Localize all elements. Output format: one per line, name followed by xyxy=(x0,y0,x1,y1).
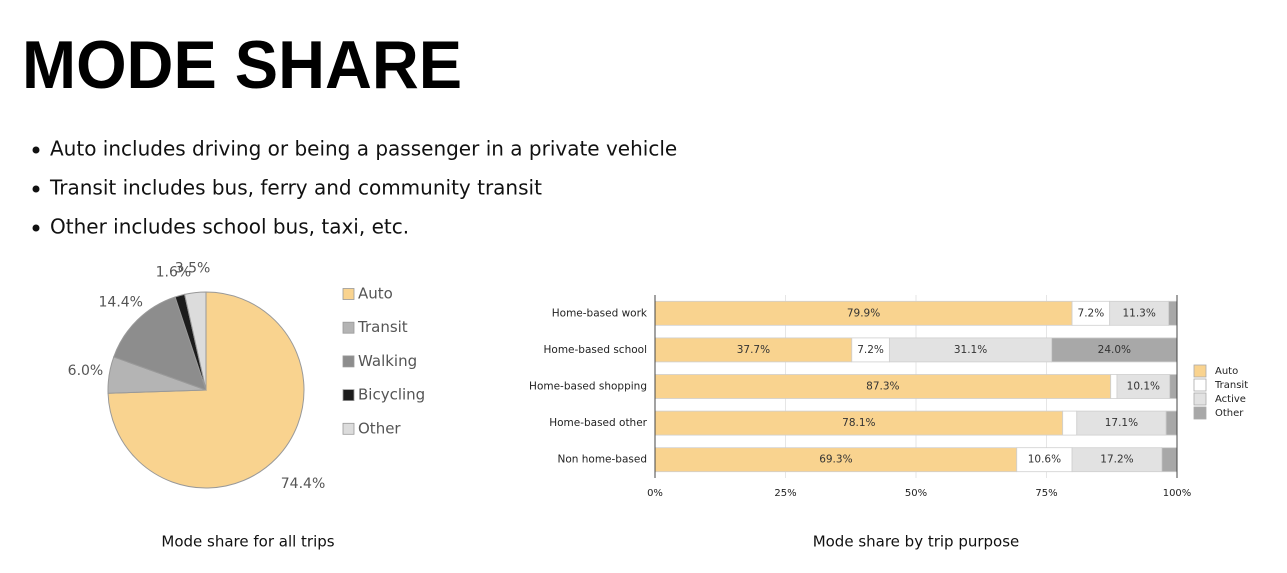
x-tick-label: 25% xyxy=(774,488,796,499)
chart-caption: Mode share for all trips xyxy=(161,533,334,551)
x-tick-label: 0% xyxy=(647,488,663,499)
bar-label: 69.3% xyxy=(819,454,852,466)
bar-label: 10.1% xyxy=(1127,381,1160,393)
y-tick-label: Non home-based xyxy=(557,454,647,466)
bar-label: 24.0% xyxy=(1098,344,1131,356)
legend-label: Bicycling xyxy=(358,386,425,404)
pie-label: 1.6% xyxy=(156,264,192,280)
legend-label: Auto xyxy=(358,285,393,303)
bar-segment xyxy=(1169,374,1178,399)
pie-label: 14.4% xyxy=(99,295,143,311)
bullet-text: Transit includes bus, ferry and communit… xyxy=(49,176,542,200)
x-tick-label: 100% xyxy=(1163,488,1192,499)
bar-segment xyxy=(1110,374,1118,399)
bar-label: 10.6% xyxy=(1028,454,1061,466)
bar-label: 11.3% xyxy=(1122,307,1155,319)
chart-caption: Mode share by trip purpose xyxy=(813,533,1020,551)
bar-segment xyxy=(1165,410,1178,436)
y-tick-label: Home-based other xyxy=(549,417,647,429)
legend-label: Walking xyxy=(358,352,417,370)
bar-label: 79.9% xyxy=(847,307,880,319)
bar-segment xyxy=(1071,447,1163,473)
pie-slice xyxy=(184,291,207,391)
bar-segment xyxy=(851,337,890,363)
bar-label: 31.1% xyxy=(954,344,987,356)
bar-segment xyxy=(1071,300,1111,326)
legend-swatch xyxy=(1193,406,1207,420)
bullet-text: Other includes school bus, taxi, etc. xyxy=(50,215,409,239)
legend-label: Other xyxy=(1215,408,1244,419)
legend-swatch xyxy=(342,355,355,368)
y-tick-label: Home-based school xyxy=(544,344,648,356)
legend-swatch xyxy=(342,288,355,300)
bar-segment xyxy=(1109,300,1170,326)
bar-segment xyxy=(654,410,1064,436)
bullet-dot xyxy=(32,185,40,193)
legend-label: Other xyxy=(358,419,401,437)
bar-label: 17.2% xyxy=(1100,454,1133,466)
bar-label: 7.2% xyxy=(1078,307,1105,319)
pie-label: 6.0% xyxy=(68,363,104,379)
bar-segment xyxy=(1161,447,1178,473)
legend-swatch xyxy=(1193,378,1207,392)
legend-label: Auto xyxy=(1215,366,1238,377)
bar-segment xyxy=(1168,300,1178,326)
bar-segment xyxy=(654,374,1112,399)
pie-label: 74.4% xyxy=(281,476,325,492)
legend-label: Active xyxy=(1215,394,1246,405)
bar-label: 78.1% xyxy=(842,417,875,429)
bullet-text: Auto includes driving or being a passeng… xyxy=(50,137,677,161)
slide-title: MODE SHARE xyxy=(22,27,462,103)
bar-segment xyxy=(888,337,1053,363)
legend-swatch xyxy=(342,389,355,402)
y-tick-label: Home-based shopping xyxy=(529,381,647,393)
bar-label: 7.2% xyxy=(857,344,884,356)
bar-segment xyxy=(654,300,1073,326)
bullet-dot xyxy=(32,224,40,232)
bar-label: 17.1% xyxy=(1105,417,1138,429)
bar-label: 37.7% xyxy=(737,344,770,356)
pie-label: 3.5% xyxy=(175,261,211,277)
x-tick-label: 75% xyxy=(1035,488,1057,499)
pie-slice xyxy=(113,296,207,391)
bar-segment xyxy=(1116,374,1171,399)
legend-label: Transit xyxy=(1214,380,1248,391)
bar-segment xyxy=(1016,447,1073,473)
legend-swatch xyxy=(342,422,355,435)
bar-label: 87.3% xyxy=(866,381,899,393)
y-tick-label: Home-based work xyxy=(552,307,648,319)
bullet-dot xyxy=(32,146,40,154)
x-tick-label: 50% xyxy=(905,488,927,499)
legend-swatch xyxy=(1193,392,1207,406)
bar-segment xyxy=(1062,410,1078,436)
legend-label: Transit xyxy=(357,318,408,336)
legend-swatch xyxy=(342,321,355,334)
legend-swatch xyxy=(1193,364,1207,378)
